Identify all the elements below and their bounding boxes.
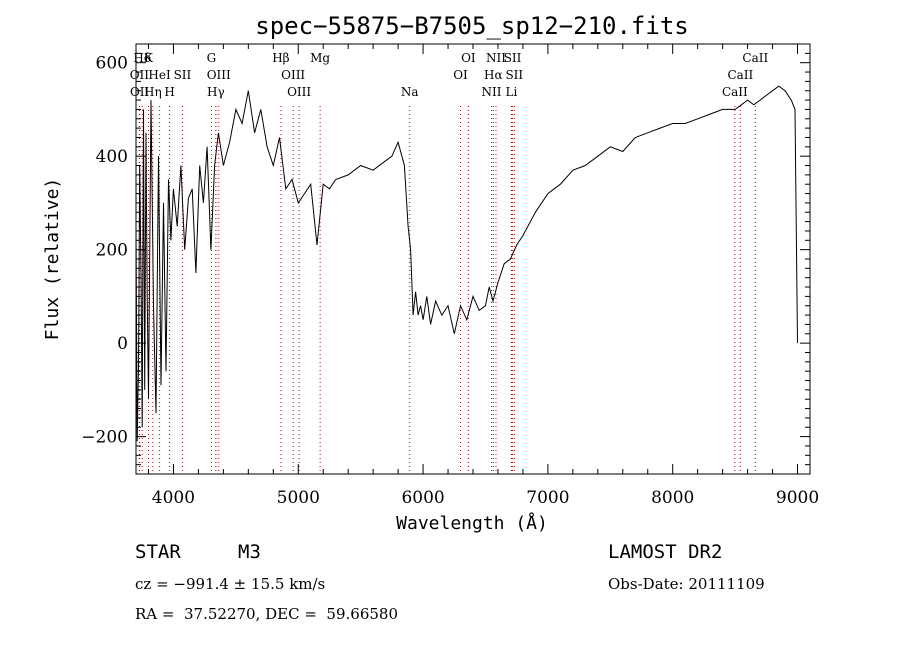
line-marker-label-12: OIII [207,68,231,82]
line-marker-label-7: SII [504,51,522,65]
line-marker-label-24: NII [481,85,501,99]
y-tick-label-1: 0 [117,334,128,354]
observation-date: Obs-Date: 20111109 [608,575,765,593]
spectrum-line-group [135,85,798,442]
spectrum-line-0 [135,85,798,442]
line-marker-label-25: Li [506,85,518,99]
y-tick-label-4: 600 [96,54,128,74]
redshift-velocity: cz = −991.4 ± 15.5 km/s [135,575,326,593]
line-marker-label-8: CaII [742,51,768,65]
x-tick-label-2: 6000 [401,488,444,508]
chart-title: spec−55875−B7505_sp12−210.fits [255,12,688,40]
line-marker-label-26: CaII [722,85,748,99]
line-marker-label-21: Hγ [207,85,225,99]
y-axis-label: Flux (relative) [42,178,63,341]
line-marker-label-0: Hδ [133,51,151,65]
line-marker-label-16: SII [505,68,523,82]
line-marker-label-3: Hβ [272,51,289,65]
x-tick-label-0: 4000 [152,488,195,508]
line-marker-label-9: OII [130,68,150,82]
line-marker-label-22: OIII [287,85,311,99]
axis-ticks: 4000 5000 6000 7000 8000 9000 −200 0 200 400 600 [81,43,819,508]
line-marker-label-2: G [207,51,217,65]
plot-frame [135,43,811,475]
y-tick-label-2: 200 [96,241,128,261]
x-tick-label-5: 9000 [776,488,819,508]
survey-name: LAMOST DR2 [608,541,723,563]
x-axis-label: Wavelength (Å) [396,512,548,534]
line-marker-label-15: Hα [484,68,503,82]
subclass: M3 [238,541,261,563]
line-marker-label-10: HeI [148,68,171,82]
y-tick-label-0: −200 [81,428,128,448]
x-tick-label-4: 8000 [651,488,694,508]
line-marker-label-5: OI [461,51,476,65]
line-marker-label-17: CaII [727,68,753,82]
coordinates: RA = 37.52270, DEC = 59.66580 [135,605,399,623]
line-marker-label-1: K [144,51,154,65]
line-marker-label-20: H [164,85,174,99]
x-tick-label-1: 5000 [277,488,320,508]
object-class: STAR [135,541,181,563]
line-marker-label-18: OII [130,85,150,99]
y-tick-label-3: 400 [96,147,128,167]
line-marker-label-6: NII [486,51,506,65]
line-marker-label-23: Na [401,85,419,99]
x-tick-label-3: 7000 [526,488,569,508]
line-marker-label-19: Hη [144,85,162,99]
line-marker-label-13: OIII [281,68,305,82]
line-marker-label-11: SII [174,68,192,82]
line-marker-label-4: Mg [310,51,330,65]
line-marker-label-14: OI [453,68,468,82]
